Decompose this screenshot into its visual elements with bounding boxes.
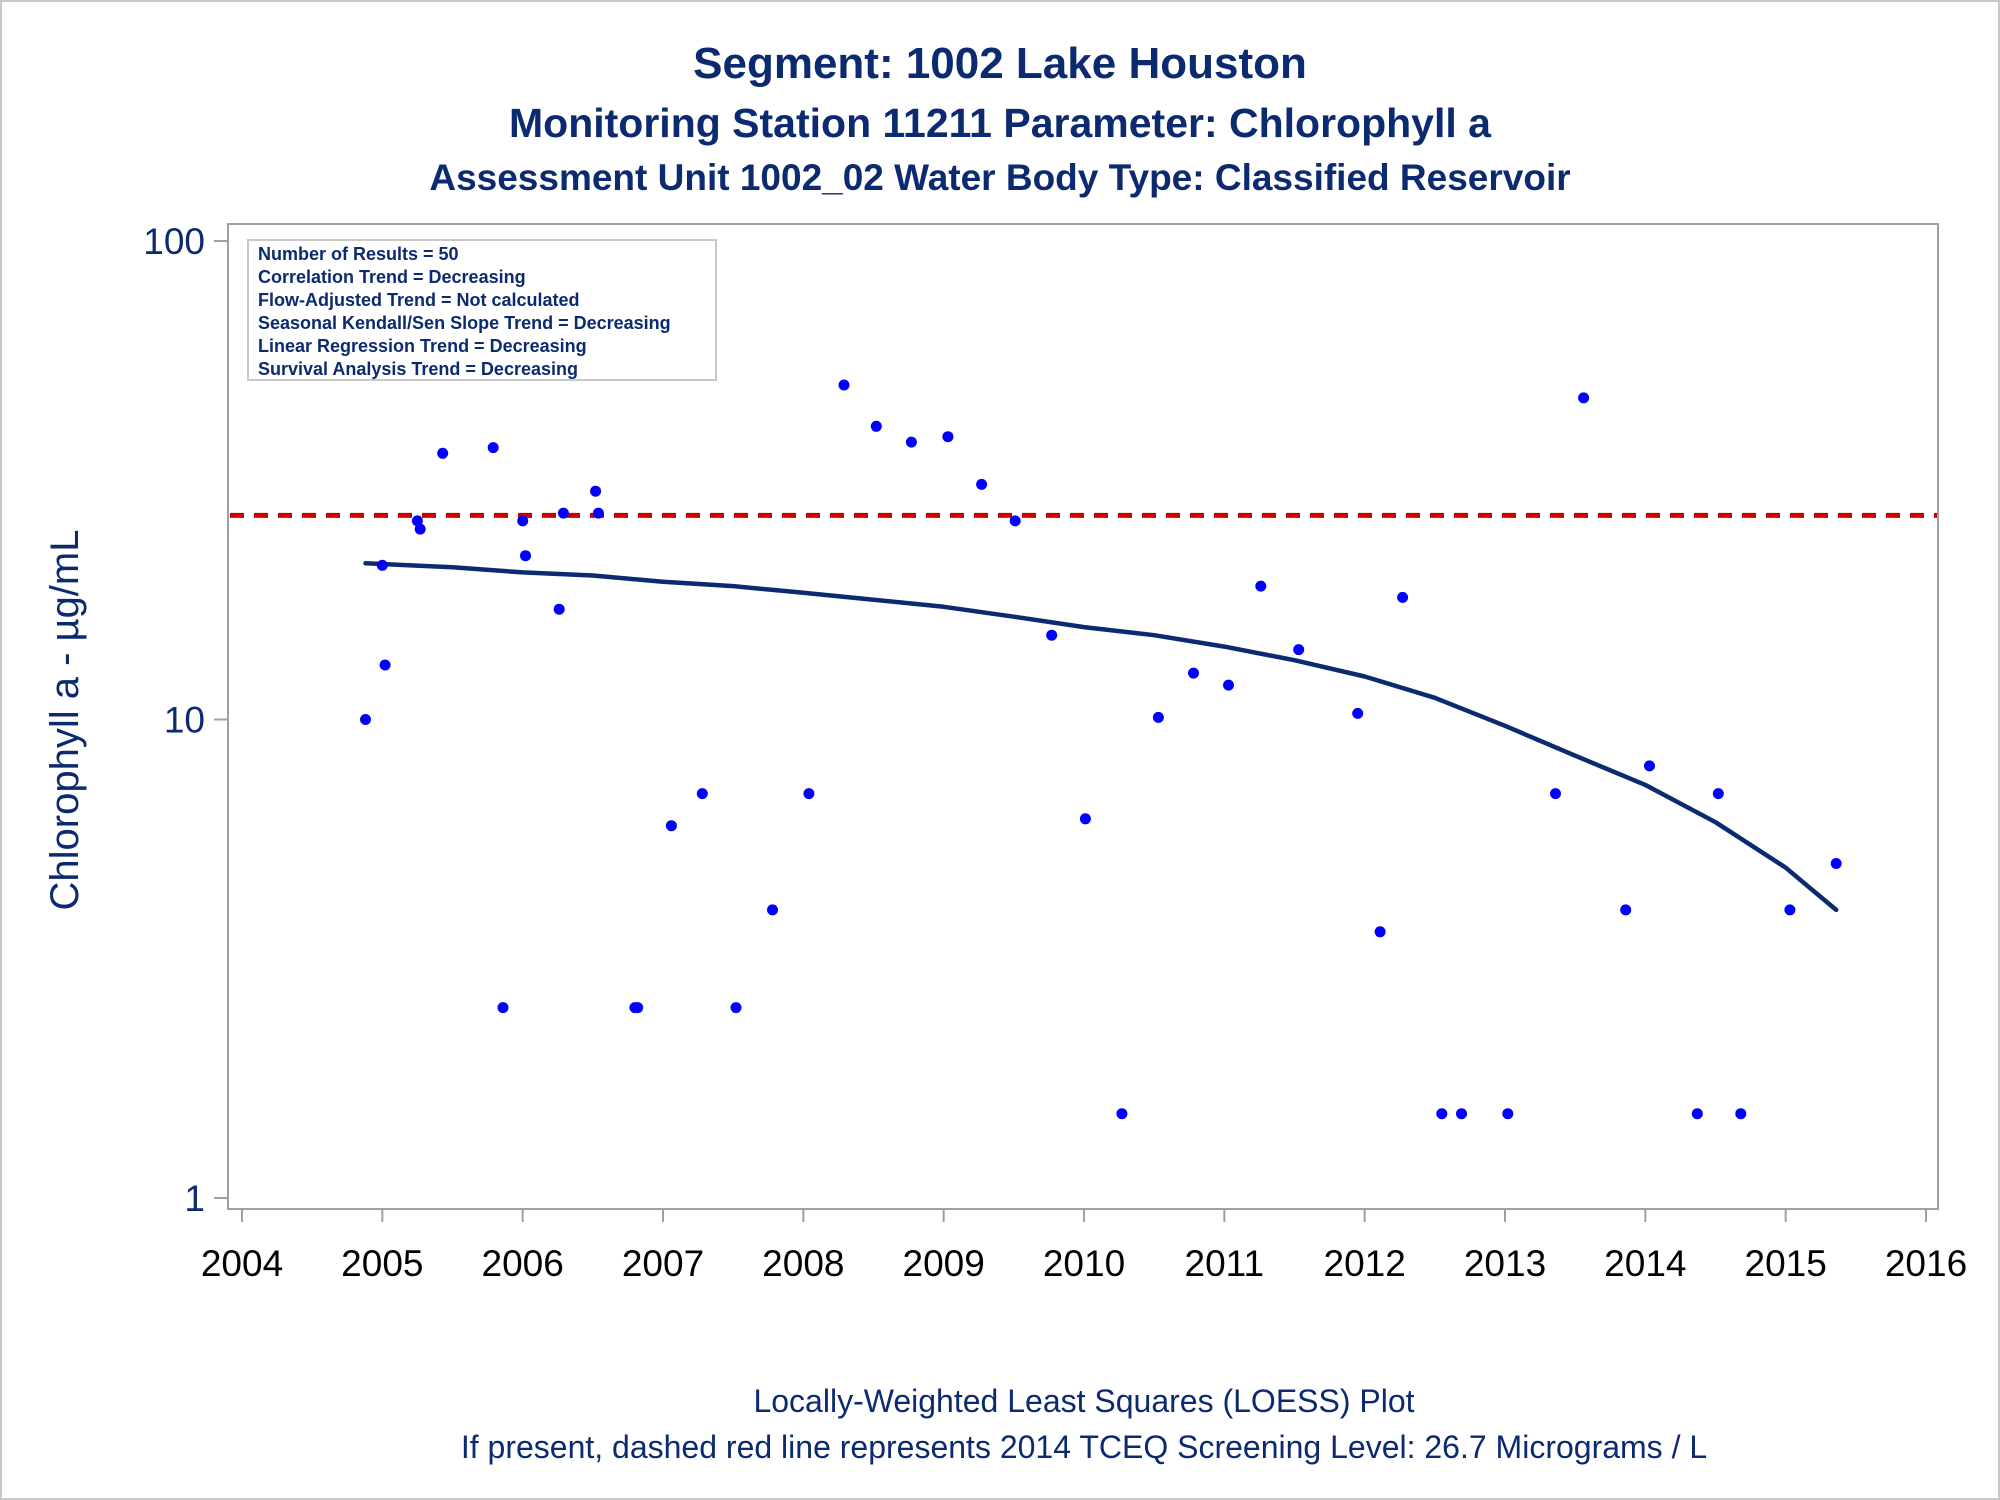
data-point	[497, 1002, 509, 1014]
data-point	[942, 431, 954, 443]
data-point	[1712, 788, 1724, 800]
data-point	[379, 659, 391, 671]
x-tick-label: 2009	[903, 1243, 985, 1284]
data-point	[976, 478, 988, 490]
data-point	[730, 1002, 742, 1014]
stat-correlation-trend: Correlation Trend = Decreasing	[258, 267, 526, 287]
data-point	[517, 515, 529, 527]
data-point	[1152, 711, 1164, 723]
data-point	[696, 788, 708, 800]
x-tick-label: 2006	[482, 1243, 564, 1284]
stats-box: Number of Results = 50 Correlation Trend…	[247, 239, 717, 381]
data-point	[870, 420, 882, 432]
data-point	[1188, 667, 1199, 679]
y-tick-label: 1	[184, 1178, 205, 1219]
x-tick-label: 2008	[762, 1243, 844, 1284]
data-point	[376, 559, 388, 571]
data-point	[767, 904, 778, 916]
footnote-screening-level: If present, dashed red line represents 2…	[461, 1429, 1707, 1465]
data-point	[1009, 515, 1021, 527]
x-tick-label: 2015	[1745, 1243, 1827, 1284]
data-point	[1735, 1108, 1747, 1120]
data-point	[1436, 1108, 1448, 1120]
data-point	[838, 379, 850, 391]
data-point	[632, 1002, 644, 1014]
data-point	[1691, 1108, 1703, 1120]
stat-survival-analysis-trend: Survival Analysis Trend = Decreasing	[258, 359, 578, 379]
data-point	[590, 485, 602, 497]
data-point	[1079, 813, 1091, 825]
data-point	[360, 714, 371, 725]
data-point	[557, 507, 569, 519]
x-tick-label: 2005	[341, 1243, 423, 1284]
data-point	[1644, 760, 1655, 772]
data-point	[1578, 392, 1590, 404]
axes: 2004 2005 2006 2007 2008 2009 2010 2011 2012 2013…	[143, 221, 1967, 1284]
data-point	[1397, 591, 1409, 603]
x-tick-label: 2013	[1464, 1243, 1546, 1284]
x-tick-label: 2016	[1885, 1243, 1967, 1284]
data-marks	[230, 379, 1937, 1120]
x-tick-label: 2010	[1043, 1243, 1125, 1284]
data-point	[905, 436, 917, 448]
data-point	[592, 507, 604, 519]
stat-flow-adjusted-trend: Flow-Adjusted Trend = Not calculated	[258, 290, 580, 310]
loess-curve	[363, 561, 1839, 913]
chart-title: Segment: 1002 Lake Houston	[693, 39, 1307, 88]
data-point	[1223, 679, 1234, 691]
y-tick-label: 10	[164, 700, 205, 741]
data-point	[665, 820, 677, 832]
data-point	[487, 442, 499, 454]
stats-box-border	[247, 239, 717, 381]
stat-linear-regression-trend: Linear Regression Trend = Decreasing	[258, 336, 587, 356]
data-point	[803, 788, 815, 800]
stat-number-of-results: Number of Results = 50	[258, 244, 459, 264]
x-tick-label: 2007	[622, 1243, 704, 1284]
data-point	[1784, 904, 1796, 916]
data-point	[1550, 788, 1561, 800]
data-point	[437, 447, 449, 459]
stat-seasonal-kendall-trend: Seasonal Kendall/Sen Slope Trend = Decre…	[258, 313, 671, 333]
data-point	[1255, 580, 1267, 592]
data-point	[1374, 926, 1386, 938]
data-point	[1502, 1108, 1514, 1120]
y-axis-label: Chlorophyll a - µg/mL	[43, 530, 87, 911]
data-point	[1830, 858, 1842, 869]
chart-subtitle-assessment: Assessment Unit 1002_02 Water Body Type:…	[429, 157, 1570, 198]
data-point	[520, 550, 531, 562]
data-point	[553, 603, 565, 615]
x-tick-label: 2014	[1604, 1243, 1686, 1284]
data-point	[1352, 707, 1364, 719]
data-point	[1620, 904, 1632, 916]
data-point	[1456, 1108, 1467, 1120]
chart-subtitle-station: Monitoring Station 11211 Parameter: Chlo…	[509, 100, 1492, 146]
y-tick-label: 100	[143, 221, 205, 262]
x-tick-label: 2012	[1324, 1243, 1406, 1284]
x-tick-label: 2004	[201, 1243, 283, 1284]
data-point	[1293, 644, 1305, 656]
data-point	[1046, 629, 1058, 641]
x-tick-label: 2011	[1185, 1243, 1265, 1284]
data-point	[414, 523, 426, 535]
data-point	[1116, 1108, 1128, 1120]
footnote-loess: Locally-Weighted Least Squares (LOESS) P…	[753, 1383, 1414, 1419]
